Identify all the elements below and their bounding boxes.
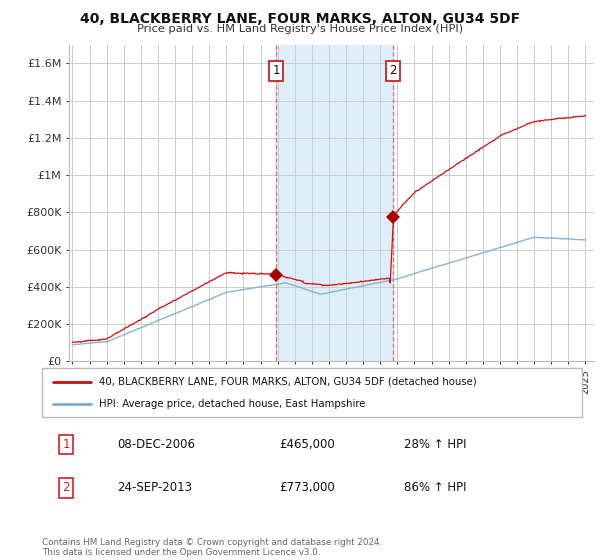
Text: HPI: Average price, detached house, East Hampshire: HPI: Average price, detached house, East…	[98, 399, 365, 409]
Text: £773,000: £773,000	[280, 482, 335, 494]
Text: Contains HM Land Registry data © Crown copyright and database right 2024.
This d: Contains HM Land Registry data © Crown c…	[42, 538, 382, 557]
Text: 1: 1	[272, 64, 280, 77]
Text: 1: 1	[62, 438, 70, 451]
Text: £465,000: £465,000	[280, 438, 335, 451]
Text: 86% ↑ HPI: 86% ↑ HPI	[404, 482, 466, 494]
Text: 28% ↑ HPI: 28% ↑ HPI	[404, 438, 466, 451]
Text: 08-DEC-2006: 08-DEC-2006	[118, 438, 196, 451]
Text: 24-SEP-2013: 24-SEP-2013	[118, 482, 193, 494]
Text: 40, BLACKBERRY LANE, FOUR MARKS, ALTON, GU34 5DF: 40, BLACKBERRY LANE, FOUR MARKS, ALTON, …	[80, 12, 520, 26]
Text: 2: 2	[389, 64, 397, 77]
FancyBboxPatch shape	[42, 368, 582, 417]
Bar	[276, 45, 393, 361]
Text: Price paid vs. HM Land Registry's House Price Index (HPI): Price paid vs. HM Land Registry's House …	[137, 24, 463, 34]
Text: 2: 2	[62, 482, 70, 494]
Text: 40, BLACKBERRY LANE, FOUR MARKS, ALTON, GU34 5DF (detached house): 40, BLACKBERRY LANE, FOUR MARKS, ALTON, …	[98, 377, 476, 387]
